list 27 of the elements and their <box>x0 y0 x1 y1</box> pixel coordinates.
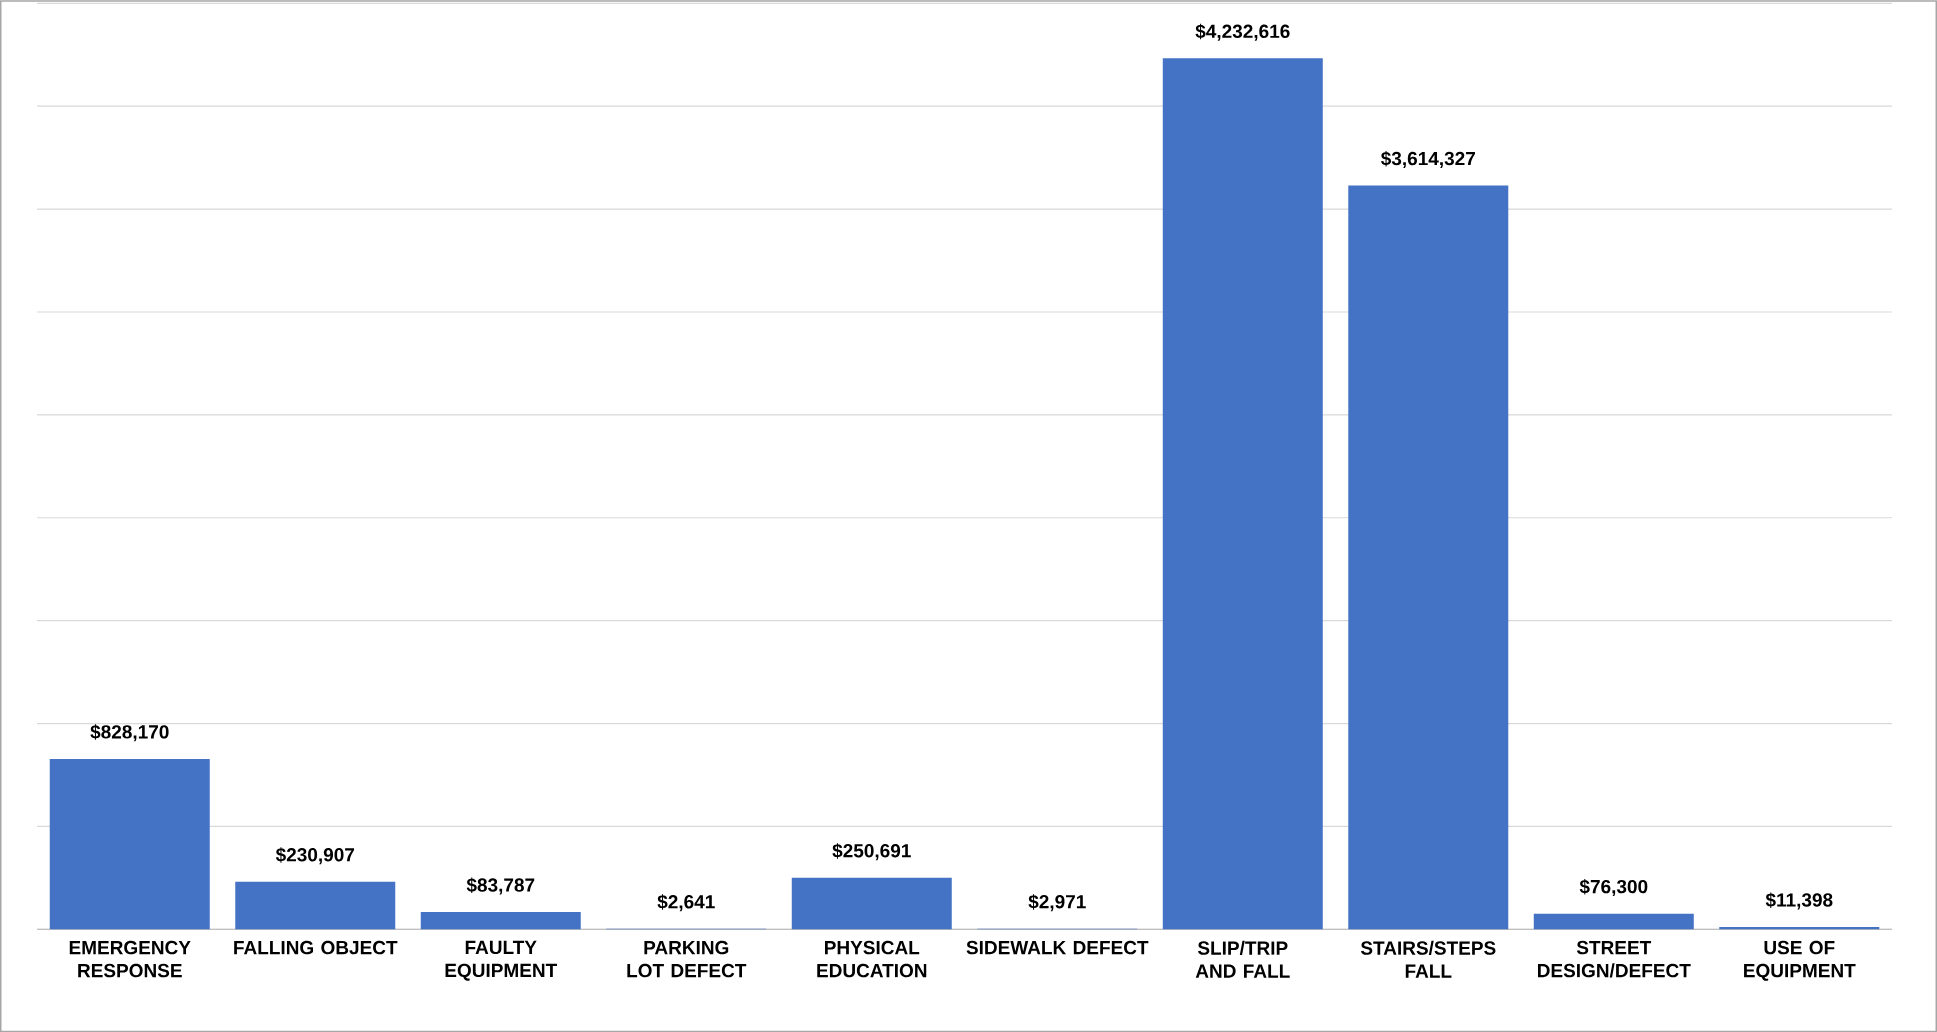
bar <box>420 911 581 930</box>
data-label: $828,170 <box>90 724 169 742</box>
bar <box>235 881 396 930</box>
bar <box>1533 913 1694 930</box>
x-tick-label: FALLING OBJECT <box>234 940 398 955</box>
bar <box>1348 185 1509 930</box>
data-label: $250,691 <box>832 843 911 861</box>
bar <box>1162 58 1323 930</box>
x-tick-label: SIDEWALK DEFECT <box>966 940 1149 955</box>
bar <box>49 758 210 930</box>
x-tick-label: STAIRS/STEPS FALL <box>1360 940 1496 978</box>
x-tick-label: PARKING LOT DEFECT <box>627 940 747 978</box>
x-tick-label: USE OF EQUIPMENT <box>1744 940 1856 981</box>
x-tick-label: PHYSICAL EDUCATION <box>817 940 927 978</box>
bar <box>791 877 952 930</box>
x-tick-label: FAULTY EQUIPMENT <box>445 940 558 981</box>
x-tick-label: STREET DESIGN/DEFECT <box>1537 940 1691 978</box>
data-label: $83,787 <box>466 877 535 895</box>
data-label: $3,614,327 <box>1380 150 1475 168</box>
data-label: $4,232,616 <box>1195 23 1290 41</box>
x-tick-label: EMERGENCY RESPONSE <box>69 940 191 978</box>
x-tick-label: SLIP/TRIP AND FALL <box>1195 940 1290 978</box>
data-label: $2,971 <box>1028 893 1086 912</box>
data-label: $11,398 <box>1765 892 1833 910</box>
data-label: $2,641 <box>657 894 715 912</box>
data-label: $230,907 <box>275 847 355 865</box>
data-label: $76,300 <box>1579 878 1648 896</box>
